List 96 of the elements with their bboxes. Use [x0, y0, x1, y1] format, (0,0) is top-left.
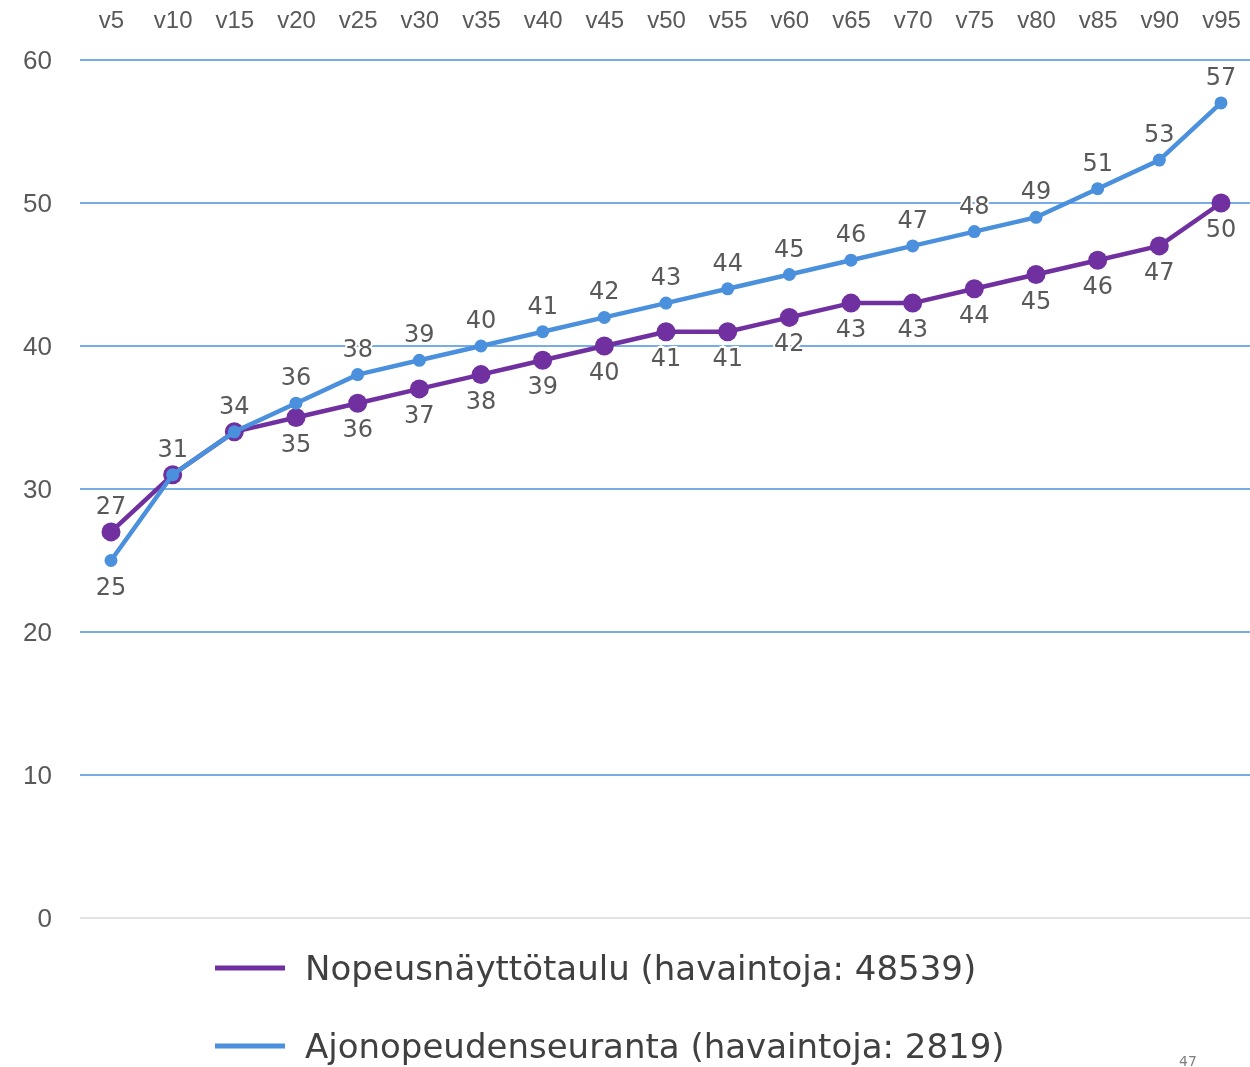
data-label: 43: [897, 315, 928, 344]
x-tick-label: v45: [585, 5, 625, 33]
point: [471, 365, 491, 385]
point: [533, 350, 553, 370]
x-tick-label: v10: [153, 5, 193, 33]
x-tick-label: v70: [893, 5, 933, 33]
y-tick-label: 0: [37, 902, 52, 933]
data-label: 45: [1020, 286, 1052, 315]
data-label: 31: [157, 434, 188, 463]
data-label: 40: [589, 358, 620, 386]
data-label: 46: [835, 220, 867, 249]
data-label: 41: [712, 343, 743, 372]
point: [101, 522, 121, 542]
y-tick-label: 40: [23, 330, 52, 361]
data-label: 57: [1205, 62, 1237, 91]
point: [1026, 265, 1046, 284]
point: [1214, 96, 1228, 110]
point: [351, 368, 365, 382]
point: [104, 554, 118, 567]
point: [474, 339, 488, 353]
data-label: 49: [1020, 177, 1052, 206]
point: [779, 307, 799, 327]
data-label: 43: [835, 315, 867, 344]
data-label: 40: [465, 306, 497, 334]
data-label: 50: [1205, 215, 1237, 243]
point: [718, 322, 738, 342]
point: [1091, 182, 1105, 196]
x-tick-label: v55: [708, 5, 748, 33]
x-tick-label: v35: [462, 5, 501, 33]
x-tick-label: v80: [1017, 5, 1056, 33]
y-tick-label: 10: [23, 759, 52, 790]
x-tick-label: v60: [770, 5, 810, 33]
x-tick-label: v90: [1140, 5, 1180, 33]
point: [967, 225, 981, 239]
x-tick-label: v30: [400, 5, 440, 33]
y-tick-label: 60: [23, 44, 52, 75]
point: [289, 396, 303, 410]
point: [841, 293, 861, 313]
x-tick-label: v25: [338, 5, 378, 33]
data-label: 51: [1082, 148, 1113, 177]
legend-label: Nopeusnäyttötaulu (havaintoja: 48539): [305, 948, 977, 988]
point: [1211, 193, 1231, 213]
point: [782, 268, 796, 281]
data-label: 46: [1082, 272, 1113, 301]
data-label: 36: [280, 363, 312, 392]
data-label: 36: [342, 415, 373, 444]
data-label: 43: [650, 263, 682, 292]
data-label: 25: [95, 572, 127, 601]
data-label: 27: [95, 491, 127, 520]
data-label: 39: [527, 372, 558, 401]
y-tick-label: 20: [23, 616, 52, 647]
data-label: 41: [650, 343, 682, 372]
x-tick-label: v85: [1078, 5, 1118, 33]
y-tick-label: 50: [23, 187, 52, 218]
point: [348, 393, 368, 413]
x-tick-label: v65: [832, 5, 871, 33]
x-tick-label: v50: [647, 5, 686, 33]
point: [594, 336, 614, 356]
data-label: 39: [404, 320, 435, 349]
point: [597, 310, 611, 324]
point: [1149, 236, 1169, 256]
data-label: 42: [589, 277, 620, 306]
y-tick-label: 30: [23, 473, 52, 504]
point: [964, 279, 984, 299]
data-label: 47: [1144, 257, 1175, 286]
x-tick-label: v20: [277, 5, 316, 33]
data-label: 44: [959, 300, 990, 329]
data-label: 34: [219, 391, 250, 420]
point: [721, 282, 735, 296]
text: 47: [1179, 1053, 1197, 1067]
point: [844, 253, 858, 267]
point: [1152, 153, 1166, 167]
point: [286, 408, 306, 427]
point: [536, 325, 550, 339]
data-label: 35: [280, 429, 312, 458]
point: [659, 296, 673, 310]
x-tick-label: v95: [1202, 5, 1241, 33]
legend-label: Ajonopeudenseuranta (havaintoja: 2819): [305, 1026, 1005, 1066]
x-tick-label: v5: [98, 5, 125, 33]
point: [412, 353, 426, 367]
point: [656, 322, 676, 342]
x-tick-label: v15: [215, 5, 255, 33]
point: [1029, 210, 1043, 224]
x-tick-label: v40: [523, 5, 563, 33]
point: [903, 293, 923, 313]
data-label: 44: [712, 248, 743, 277]
point: [1088, 250, 1108, 270]
data-label: 47: [897, 205, 928, 234]
point: [409, 379, 429, 399]
data-label: 38: [465, 386, 497, 415]
data-label: 45: [774, 234, 805, 263]
data-label: 37: [404, 400, 435, 429]
data-label: 41: [527, 291, 558, 320]
data-label: 53: [1144, 120, 1175, 149]
point: [906, 239, 920, 253]
x-tick-label: v75: [955, 5, 995, 33]
